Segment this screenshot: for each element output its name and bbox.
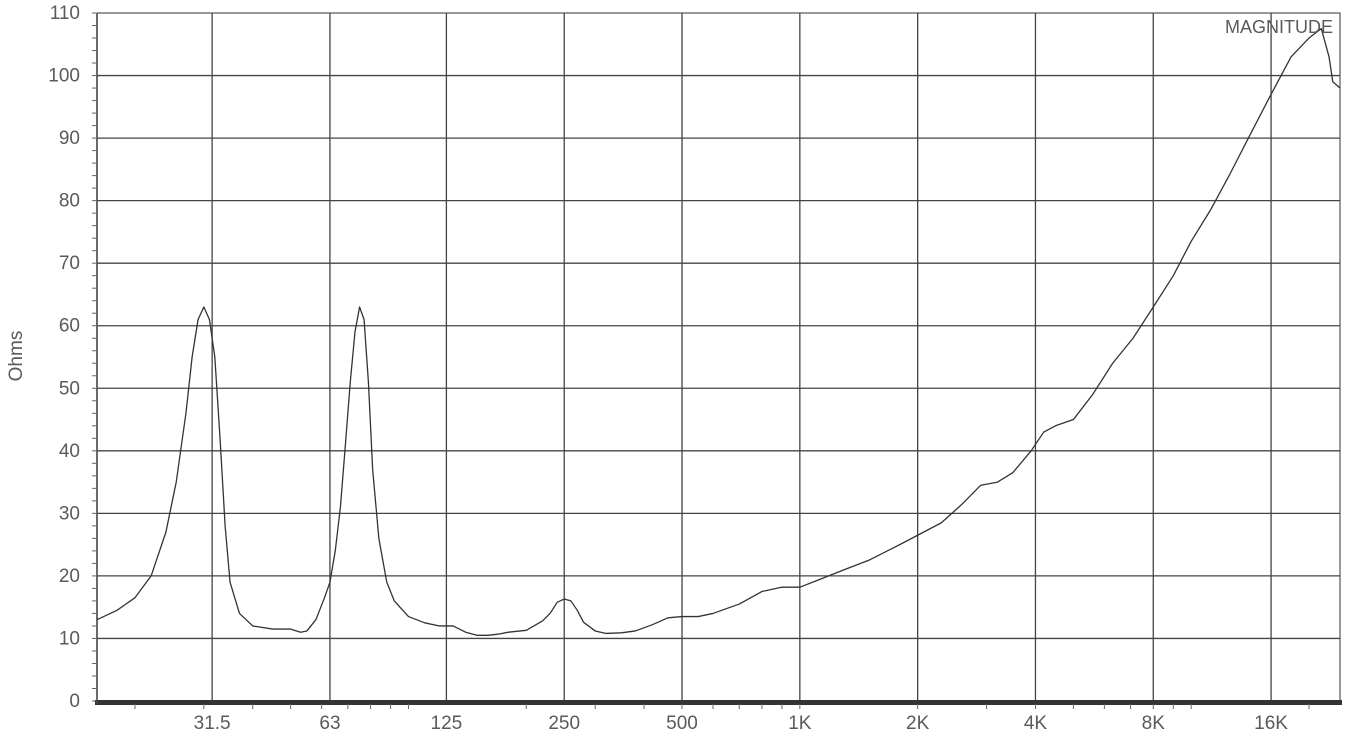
x-tick-label: 16K <box>1254 713 1288 734</box>
y-tick-label: 110 <box>50 3 80 24</box>
y-tick-label: 30 <box>59 503 80 524</box>
y-tick-label: 0 <box>69 691 80 712</box>
x-tick-label: 500 <box>666 713 698 734</box>
legend-entry: MAGNITUDE <box>1225 17 1333 37</box>
y-tick-label: 70 <box>59 253 80 274</box>
y-axis-label: Ohms <box>6 331 27 382</box>
y-tick-label: 80 <box>59 191 80 212</box>
x-tick-label: 4K <box>1024 713 1048 734</box>
y-tick-label: 90 <box>59 128 80 149</box>
y-tick-label: 60 <box>59 316 80 337</box>
chart-grid <box>96 12 1341 702</box>
x-tick-label: 1K <box>788 713 812 734</box>
x-tick-label: 8K <box>1142 713 1166 734</box>
x-axis-bar <box>95 700 1342 705</box>
x-tick-label: 125 <box>431 713 463 734</box>
x-tick-label: 63 <box>319 713 340 734</box>
y-tick-label: 40 <box>59 441 80 462</box>
y-tick-labels: 0 10 20 30 40 50 60 70 80 90 100 110 <box>48 3 80 712</box>
x-tick-label: 2K <box>906 713 930 734</box>
y-tick-label: 100 <box>48 66 80 87</box>
chart-axes <box>92 12 1342 709</box>
x-tick-label: 250 <box>548 713 580 734</box>
y-tick-label: 50 <box>59 378 80 399</box>
x-tick-labels: 31.5 63 125 250 500 1K 2K 4K 8K 16K <box>194 713 1289 734</box>
y-tick-label: 10 <box>59 628 80 649</box>
chart-legend: MAGNITUDE <box>1225 17 1333 37</box>
x-tick-label: 31.5 <box>194 713 231 734</box>
series-line <box>96 27 1341 636</box>
chart-series <box>96 27 1341 636</box>
y-tick-label: 20 <box>59 566 80 587</box>
